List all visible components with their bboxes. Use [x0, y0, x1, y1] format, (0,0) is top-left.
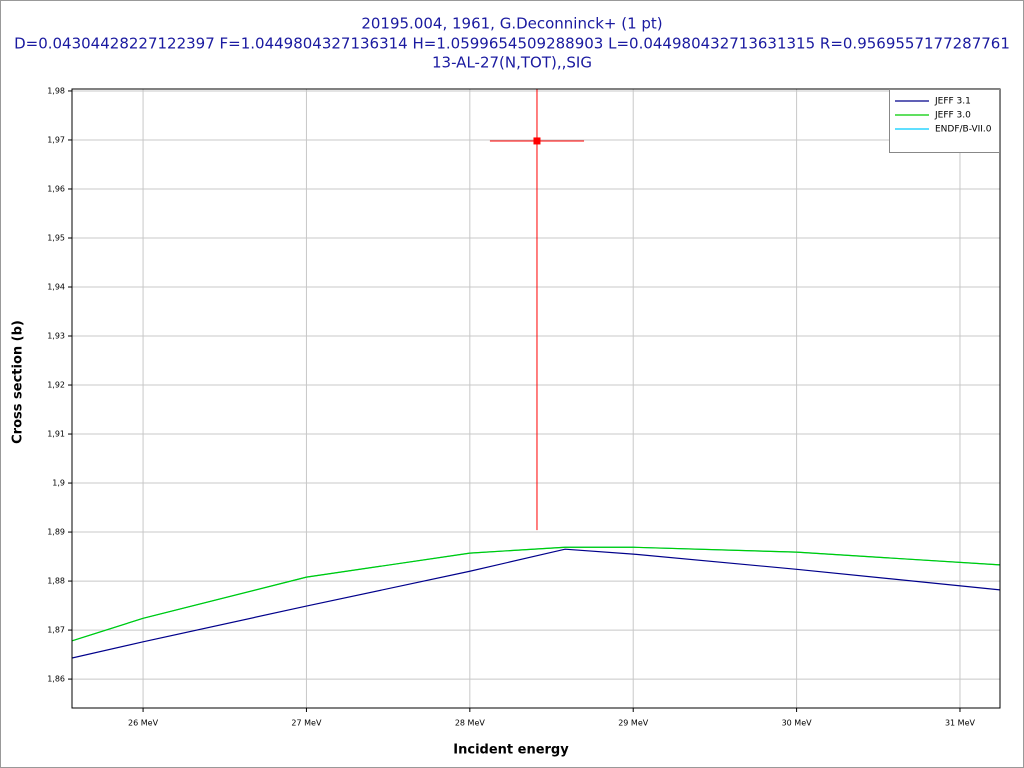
y-tick-label: 1,94 — [47, 283, 65, 292]
y-tick-label: 1,87 — [47, 626, 65, 635]
legend-label: JEFF 3.1 — [934, 97, 971, 107]
chart-subtitle: 13-AL-27(N,TOT),,SIG — [432, 54, 592, 72]
y-tick-label: 1,89 — [47, 528, 65, 537]
legend-label: ENDF/B-VII.0 — [935, 125, 992, 135]
x-tick-label: 28 MeV — [455, 719, 486, 728]
x-tick-label: 29 MeV — [618, 719, 649, 728]
x-tick-label: 26 MeV — [128, 719, 159, 728]
x-tick-label: 27 MeV — [291, 719, 322, 728]
y-tick-label: 1,91 — [47, 430, 65, 439]
y-tick-label: 1,93 — [47, 332, 65, 341]
y-tick-label: 1,88 — [47, 577, 65, 586]
data-point — [533, 137, 541, 145]
y-tick-label: 1,95 — [47, 233, 65, 242]
plot-border — [71, 88, 1001, 709]
y-tick-label: 1,86 — [47, 675, 65, 684]
y-tick-label: 1,92 — [47, 381, 65, 390]
x-tick-label: 30 MeV — [782, 719, 813, 728]
legend-label: JEFF 3.0 — [934, 111, 971, 121]
series-line — [72, 548, 1000, 659]
legend-box — [889, 89, 1000, 153]
y-tick-label: 1,96 — [47, 184, 65, 193]
series-line — [72, 546, 1000, 642]
y-tick-label: 1,98 — [47, 86, 65, 95]
x-tick-label: 31 MeV — [945, 719, 976, 728]
y-tick-label: 1,97 — [47, 135, 65, 144]
chart-subtitle: D=0.04304428227122397 F=1.04498043271363… — [14, 35, 1010, 53]
chart-title: 20195.004, 1961, G.Deconninck+ (1 pt) — [361, 15, 662, 33]
y-axis-label: Cross section (b) — [11, 320, 26, 444]
y-tick-label: 1,9 — [52, 479, 65, 488]
plot-area — [72, 89, 1000, 708]
x-axis-label: Incident energy — [453, 743, 569, 758]
